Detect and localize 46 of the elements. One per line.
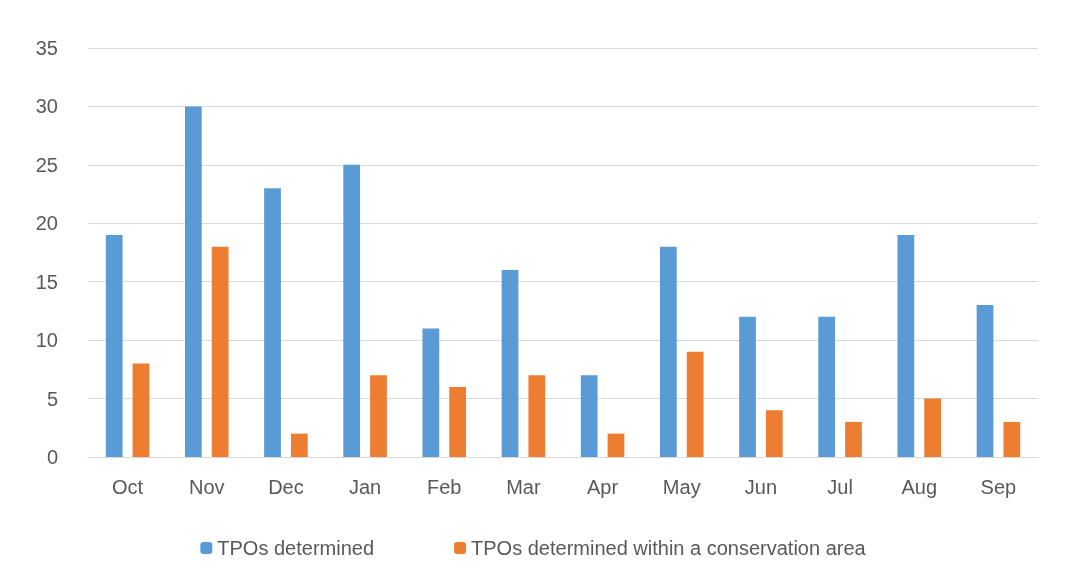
legend-label: TPOs determined xyxy=(217,537,375,559)
x-tick-label: Aug xyxy=(901,476,938,498)
y-tick-label: 15 xyxy=(35,270,58,293)
bar xyxy=(449,386,467,457)
bar xyxy=(501,270,519,457)
x-tick-label: Jul xyxy=(827,476,853,498)
y-tick-label: 35 xyxy=(35,37,58,59)
bar xyxy=(845,421,862,457)
bar xyxy=(976,305,994,457)
y-tick-label: 0 xyxy=(46,446,58,468)
bar xyxy=(290,433,308,457)
bar xyxy=(897,234,915,457)
bar xyxy=(132,363,150,457)
bar xyxy=(105,234,123,457)
x-tick-label: Dec xyxy=(268,476,304,498)
x-tick-label: Jun xyxy=(744,476,778,498)
bar xyxy=(211,246,229,457)
bar xyxy=(607,433,625,457)
x-tick-label: Feb xyxy=(427,476,462,498)
bar xyxy=(765,410,783,457)
bar xyxy=(422,328,440,457)
bar xyxy=(686,351,704,457)
x-tick-label: Mar xyxy=(506,476,541,498)
bar xyxy=(528,375,546,457)
bar xyxy=(1003,421,1021,457)
legend-label: TPOs determined within a conservation area xyxy=(471,537,867,559)
x-tick-label: Jan xyxy=(348,476,382,498)
y-tick-label: 5 xyxy=(46,387,58,410)
bar xyxy=(184,106,202,457)
bar xyxy=(343,164,361,457)
y-tick-label: 10 xyxy=(35,329,58,352)
bar xyxy=(739,316,756,457)
x-tick-label: Nov xyxy=(188,476,225,498)
bar xyxy=(659,246,677,457)
y-tick-label: 20 xyxy=(35,212,58,235)
x-tick-label: Sep xyxy=(980,476,1017,498)
bar xyxy=(264,188,281,457)
y-tick-label: 25 xyxy=(35,153,58,176)
x-tick-label: Oct xyxy=(112,476,144,498)
bar xyxy=(370,375,387,457)
bar xyxy=(580,375,598,457)
bar xyxy=(924,398,942,457)
x-tick-label: May xyxy=(662,476,701,498)
y-tick-label: 30 xyxy=(35,95,58,118)
bar xyxy=(818,316,836,457)
x-tick-label: Apr xyxy=(587,476,619,498)
